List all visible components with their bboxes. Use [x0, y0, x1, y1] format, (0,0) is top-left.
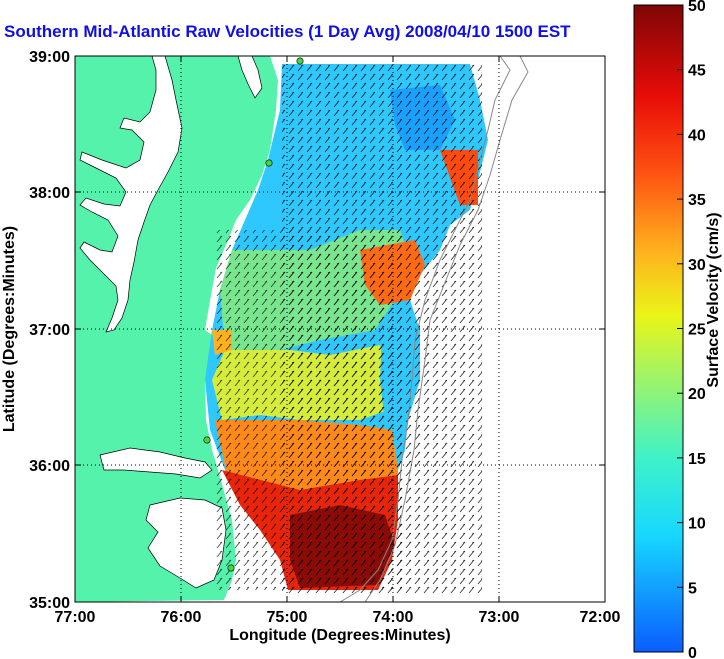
- radar-site-marker: [265, 159, 273, 167]
- x-tick-label: 72:00: [580, 609, 621, 626]
- x-tick-label: 76:00: [161, 609, 202, 626]
- colorbar: [633, 4, 684, 653]
- y-tick-label: 38:00: [29, 185, 70, 202]
- y-tick-label: 37:00: [29, 322, 70, 339]
- x-tick-marks: [74, 56, 606, 602]
- x-tick-label: 73:00: [479, 609, 520, 626]
- colorbar-ticks: [677, 4, 683, 588]
- x-axis-label: Longitude (Degrees:Minutes): [229, 627, 450, 644]
- bathymetry-contour-2: [364, 56, 529, 602]
- x-tick-label: 74:00: [373, 609, 414, 626]
- colorbar-tick-label: 15: [688, 451, 706, 468]
- colorbar-tick-label: 20: [688, 386, 706, 403]
- radar-sites: [203, 57, 304, 572]
- albemarle-sound: [99, 447, 213, 479]
- y-tick-marks: [75, 55, 605, 603]
- radar-site-marker: [203, 436, 211, 444]
- colorbar-tick-label: 25: [688, 322, 706, 339]
- bathymetry-contour: [339, 56, 511, 602]
- x-tick-label: 75:00: [267, 609, 308, 626]
- colorbar-tick-label: 10: [688, 516, 706, 533]
- radar-site-marker: [296, 57, 304, 65]
- colorbar-tick-label: 30: [688, 257, 706, 274]
- colorbar-tick-label: 45: [688, 63, 706, 80]
- colorbar-tick-label: 5: [688, 580, 697, 597]
- colorbar-label: Surface Velocity (cm/s): [705, 212, 722, 387]
- colorbar-tick-label: 40: [688, 127, 706, 144]
- delaware-bay: [237, 56, 263, 99]
- velocity-field: [205, 64, 488, 594]
- colorbar-tick-label: 35: [688, 192, 706, 209]
- y-tick-label: 36:00: [29, 458, 70, 475]
- colorbar-tick-label: 50: [688, 0, 706, 15]
- y-axis-label: Latitude (Degrees:Minutes): [1, 226, 18, 432]
- y-tick-label: 39:00: [29, 49, 70, 66]
- map-title: Southern Mid-Atlantic Raw Velocities (1 …: [4, 22, 571, 41]
- y-tick-label: 35:00: [29, 595, 70, 612]
- colorbar-tick-label: 0: [688, 645, 697, 659]
- grid: [75, 56, 605, 602]
- chesapeake-bay: [79, 56, 183, 333]
- x-tick-label: 77:00: [55, 609, 96, 626]
- radar-site-marker: [227, 564, 235, 572]
- pamlico-sound: [145, 497, 227, 589]
